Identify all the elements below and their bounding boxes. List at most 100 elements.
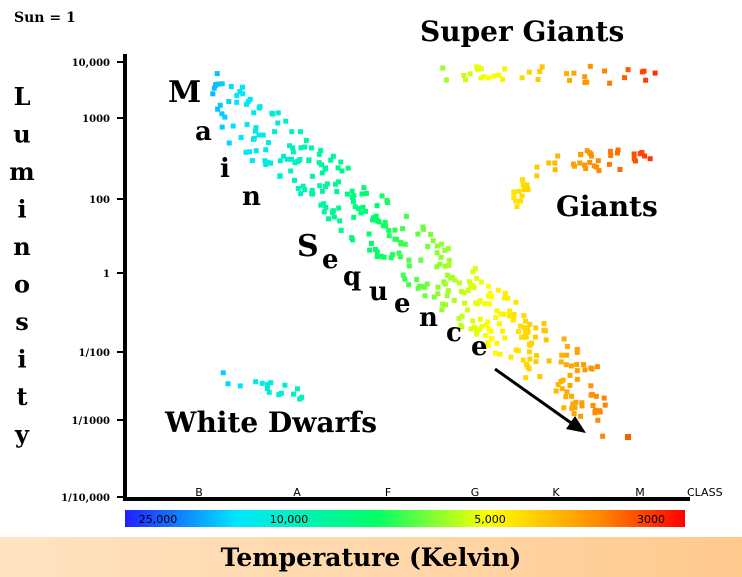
giant-star: [511, 195, 517, 201]
y-axis-label-letter: s: [15, 307, 29, 336]
main-sequence-star: [485, 319, 491, 325]
main-sequence-star: [564, 352, 570, 358]
main-sequence-star: [456, 280, 462, 286]
main-sequence-star: [519, 334, 525, 340]
white-dwarf-star: [237, 383, 243, 389]
main-sequence-star: [249, 158, 255, 164]
main-sequence-letter: S: [297, 229, 319, 264]
main-sequence-star: [474, 331, 480, 337]
main-sequence-star: [252, 128, 258, 134]
main-sequence-star: [541, 321, 547, 327]
white-dwarf-star: [276, 392, 282, 398]
main-sequence-star: [302, 187, 308, 193]
main-sequence-star: [479, 323, 485, 329]
main-sequence-letter: i: [220, 154, 230, 184]
main-sequence-star: [581, 362, 587, 368]
main-sequence-star: [487, 290, 493, 296]
giant-star: [608, 152, 614, 158]
main-sequence-star: [523, 330, 529, 336]
main-sequence-star: [300, 183, 306, 189]
giant-star: [631, 156, 637, 162]
main-sequence-star: [459, 313, 465, 319]
main-sequence-star: [219, 124, 225, 130]
super-giant-star: [641, 68, 647, 74]
white-dwarf-star: [297, 396, 303, 402]
main-sequence-star: [434, 243, 440, 249]
main-sequence-letter: u: [369, 277, 388, 307]
super-giant-star: [625, 67, 631, 73]
giant-star: [647, 156, 653, 162]
white-dwarf-star: [294, 386, 300, 392]
main-sequence-star: [390, 252, 396, 258]
main-sequence-star: [386, 233, 392, 239]
main-sequence-star: [319, 170, 325, 176]
main-sequence-star: [292, 177, 298, 183]
main-sequence-star: [592, 410, 598, 416]
main-sequence-star: [470, 318, 476, 324]
main-sequence-star: [579, 400, 585, 406]
white-dwarf-star: [264, 386, 270, 392]
main-sequence-star: [494, 308, 500, 314]
main-sequence-star: [511, 316, 517, 322]
main-sequence-star: [574, 376, 580, 382]
main-sequence-star: [442, 263, 448, 269]
main-sequence-star: [593, 407, 599, 413]
main-sequence-star: [435, 284, 441, 290]
main-sequence-star: [473, 329, 479, 335]
main-sequence-star: [472, 265, 478, 271]
main-sequence-star: [507, 308, 513, 314]
main-sequence-star: [349, 188, 355, 194]
main-sequence-star: [574, 368, 580, 374]
super-giant-star: [491, 73, 497, 79]
main-sequence-star: [446, 262, 452, 268]
main-sequence-star: [402, 241, 408, 247]
y-tick-label: 1/1000: [72, 416, 110, 427]
super-giant-star: [607, 80, 613, 86]
main-sequence-star: [568, 363, 574, 369]
main-sequence-star: [541, 327, 547, 333]
main-sequence-star: [505, 295, 511, 301]
y-axis-label-letter: L: [14, 82, 31, 111]
main-sequence-star: [339, 168, 345, 174]
class-label-f: F: [385, 486, 391, 499]
giant-star: [642, 153, 648, 159]
main-sequence-star: [569, 393, 575, 399]
main-sequence-star: [260, 132, 266, 138]
main-sequence-star: [400, 272, 406, 278]
white-dwarf-star: [266, 389, 272, 395]
temperature-tick-labels: 25,000 10,000 5,000 3000: [139, 513, 665, 526]
main-sequence-star: [543, 337, 549, 343]
main-sequence-star: [244, 121, 250, 127]
giant-star: [570, 161, 576, 167]
main-sequence-letter: c: [446, 318, 462, 348]
main-sequence-star: [484, 322, 490, 328]
main-sequence-star: [230, 123, 236, 129]
super-giant-star: [502, 66, 508, 72]
main-sequence-star: [334, 189, 340, 195]
main-sequence-star: [362, 208, 368, 214]
main-sequence-star: [523, 375, 529, 381]
y-tick-label: 1/10,000: [61, 493, 110, 504]
main-sequence-star: [573, 399, 579, 405]
main-sequence-letter: a: [195, 117, 212, 147]
main-sequence-star: [290, 149, 296, 155]
main-sequence-star: [376, 219, 382, 225]
y-axis-label-letter: u: [13, 120, 30, 149]
main-sequence-star: [525, 325, 531, 331]
main-sequence-star: [452, 277, 458, 283]
main-sequence-star: [527, 321, 533, 327]
main-sequence-letter: e: [322, 245, 339, 275]
main-sequence-star: [483, 333, 489, 339]
main-sequence-star: [338, 159, 344, 165]
main-sequence-star: [263, 162, 269, 168]
main-sequence-star: [378, 253, 384, 259]
main-sequence-star: [555, 382, 561, 388]
super-giant-star: [564, 71, 570, 77]
main-sequence-star: [321, 209, 327, 215]
super-giant-star: [582, 80, 588, 86]
giant-star: [524, 182, 530, 188]
main-sequence-star: [532, 334, 538, 340]
main-sequence-star: [298, 145, 304, 151]
main-sequence-star: [472, 324, 478, 330]
